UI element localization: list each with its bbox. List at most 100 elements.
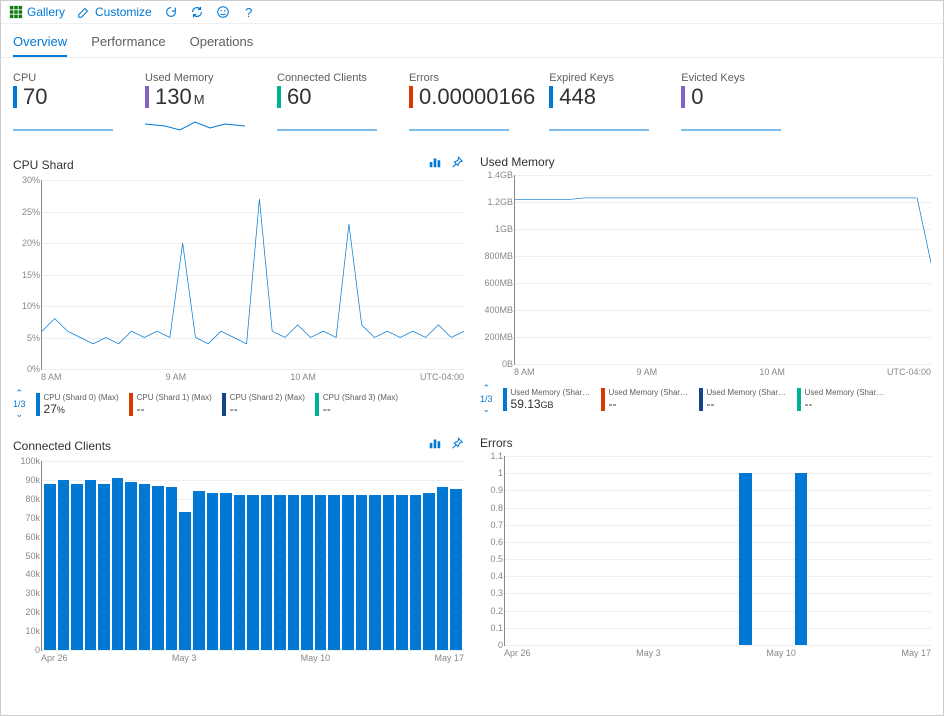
bar xyxy=(342,495,354,650)
chevron-down-icon[interactable]: ⌄ xyxy=(15,409,23,420)
legend-item[interactable]: CPU (Shard 1) (Max)-- xyxy=(129,393,212,416)
legend-item[interactable]: CPU (Shard 2) (Max)-- xyxy=(222,393,305,416)
tabs: Overview Performance Operations xyxy=(1,24,943,58)
bar xyxy=(125,482,137,650)
metric-value: 60 xyxy=(277,86,397,108)
legend-value: -- xyxy=(707,397,787,411)
metrics-row: CPU 70 Used Memory 130M Connected Client… xyxy=(1,58,943,147)
legend-label: CPU (Shard 0) (Max) xyxy=(44,393,119,402)
bar xyxy=(166,487,178,650)
bar xyxy=(112,478,124,650)
legend-label: Used Memory (Shard 3... xyxy=(805,388,885,397)
bar xyxy=(58,480,70,650)
bar xyxy=(139,484,151,650)
legend-value: 27% xyxy=(44,402,119,416)
errors-chart: Errors 00.10.20.30.40.50.60.70.80.911.1 … xyxy=(480,436,931,663)
bar xyxy=(369,495,381,650)
chart-title: Connected Clients xyxy=(13,439,111,453)
legend-page: 1/3 xyxy=(13,399,26,409)
tab-performance[interactable]: Performance xyxy=(91,30,165,57)
metric-label: Evicted Keys xyxy=(681,72,801,84)
pencil-icon xyxy=(77,5,91,19)
metric-value: 70 xyxy=(13,86,133,108)
autorefresh-icon xyxy=(190,5,204,19)
bar-chart-icon[interactable] xyxy=(428,436,442,455)
bar xyxy=(288,495,300,650)
legend-item[interactable]: CPU (Shard 3) (Max)-- xyxy=(315,393,398,416)
legend-label: Used Memory (Shard 0... xyxy=(511,388,591,397)
legend-value: -- xyxy=(805,397,885,411)
metric-label: Used Memory xyxy=(145,72,265,84)
bar xyxy=(220,493,232,650)
chevron-up-icon[interactable]: ⌃ xyxy=(15,388,23,399)
metric-card[interactable]: Connected Clients 60 xyxy=(277,72,397,139)
metric-value: 0.00000166 xyxy=(409,86,537,108)
metric-card[interactable]: Expired Keys 448 xyxy=(549,72,669,139)
metric-card[interactable]: CPU 70 xyxy=(13,72,133,139)
legend-value: -- xyxy=(323,402,398,416)
feedback-button[interactable] xyxy=(216,5,230,19)
bar xyxy=(315,495,327,650)
help-button[interactable]: ? xyxy=(242,5,256,19)
bar xyxy=(98,484,110,650)
tab-operations[interactable]: Operations xyxy=(190,30,254,57)
bar xyxy=(274,495,286,650)
pin-icon[interactable] xyxy=(450,436,464,455)
bar xyxy=(437,487,449,650)
chart-title: CPU Shard xyxy=(13,158,74,172)
legend-label: Used Memory (Shard 2... xyxy=(609,388,689,397)
bar xyxy=(71,484,83,650)
sparkline xyxy=(409,116,509,134)
gallery-button[interactable]: Gallery xyxy=(9,5,65,19)
help-icon: ? xyxy=(242,5,256,19)
legend-item[interactable]: Used Memory (Shard 3...-- xyxy=(797,388,885,411)
legend-label: CPU (Shard 1) (Max) xyxy=(137,393,212,402)
legend-item[interactable]: Used Memory (Shard 0...59.13GB xyxy=(503,388,591,411)
bar xyxy=(207,493,219,650)
legend-page: 1/3 xyxy=(480,394,493,404)
bar xyxy=(356,495,368,650)
chevron-down-icon[interactable]: ⌄ xyxy=(482,404,490,415)
metric-card[interactable]: Used Memory 130M xyxy=(145,72,265,139)
bar xyxy=(383,495,395,650)
cpu-shard-chart: CPU Shard 0%5%10%15%20%25%30% 8 AM9 AM10… xyxy=(13,155,464,420)
customize-label: Customize xyxy=(95,5,152,19)
customize-button[interactable]: Customize xyxy=(77,5,152,19)
bar xyxy=(261,495,273,650)
metric-value: 0 xyxy=(681,86,801,108)
bar xyxy=(450,489,462,650)
legend-item[interactable]: CPU (Shard 0) (Max)27% xyxy=(36,393,119,416)
legend-item[interactable]: Used Memory (Shard 2...-- xyxy=(601,388,689,411)
metric-value: 130M xyxy=(145,86,265,108)
autorefresh-button[interactable] xyxy=(190,5,204,19)
legend-label: CPU (Shard 3) (Max) xyxy=(323,393,398,402)
metric-card[interactable]: Evicted Keys 0 xyxy=(681,72,801,139)
legend-label: Used Memory (Shard 2... xyxy=(707,388,787,397)
bar xyxy=(85,480,97,650)
chart-title: Errors xyxy=(480,436,513,450)
legend-value: 59.13GB xyxy=(511,397,591,411)
bar-chart-icon[interactable] xyxy=(428,155,442,174)
metric-label: Expired Keys xyxy=(549,72,669,84)
gallery-label: Gallery xyxy=(27,5,65,19)
sparkline xyxy=(549,116,649,134)
connected-clients-chart: Connected Clients 010k20k30k40k50k60k70k… xyxy=(13,436,464,663)
chart-title: Used Memory xyxy=(480,155,555,169)
legend-value: -- xyxy=(230,402,305,416)
pin-icon[interactable] xyxy=(450,155,464,174)
charts-grid: CPU Shard 0%5%10%15%20%25%30% 8 AM9 AM10… xyxy=(1,147,943,671)
bar xyxy=(739,473,752,645)
sparkline xyxy=(13,116,113,134)
metric-card[interactable]: Errors 0.00000166 xyxy=(409,72,537,139)
legend-value: -- xyxy=(609,397,689,411)
refresh-icon xyxy=(164,5,178,19)
refresh-button[interactable] xyxy=(164,5,178,19)
legend-label: CPU (Shard 2) (Max) xyxy=(230,393,305,402)
tab-overview[interactable]: Overview xyxy=(13,30,67,57)
chevron-up-icon[interactable]: ⌃ xyxy=(482,383,490,394)
bar xyxy=(247,495,259,650)
legend-item[interactable]: Used Memory (Shard 2...-- xyxy=(699,388,787,411)
metric-label: Connected Clients xyxy=(277,72,397,84)
bar xyxy=(328,495,340,650)
bar xyxy=(179,512,191,650)
